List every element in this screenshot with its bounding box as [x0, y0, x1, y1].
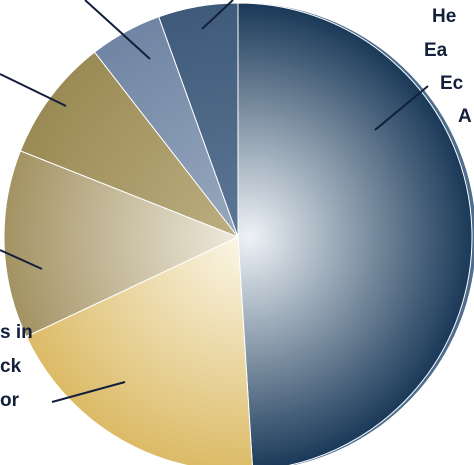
slice-label-left-1: s in: [0, 322, 33, 343]
pie-slice-4: [19, 51, 240, 239]
pie-slices: [3, 2, 473, 465]
leader-line-6: [201, 0, 234, 30]
pie-slice-6: [158, 2, 239, 238]
pie-slice-3: [3, 150, 240, 338]
slice-label-right-2: Ea: [424, 40, 448, 61]
leader-line-3: [0, 249, 43, 270]
slice-label-left-2: ck: [0, 356, 22, 377]
slice-label-right-1: He: [432, 6, 457, 27]
slice-label-right-4: A: [458, 106, 472, 127]
leader-lines: [0, 0, 429, 403]
leader-line-4: [0, 73, 67, 107]
slice-label-left-3: or: [0, 390, 19, 411]
slice-label-right-3: Ec: [440, 73, 464, 94]
leader-line-5: [84, 0, 151, 60]
pie-slice-1: [237, 2, 473, 465]
leader-line-2: [51, 381, 126, 403]
pie-slice-2: [25, 236, 253, 465]
leader-line-1: [374, 85, 429, 131]
